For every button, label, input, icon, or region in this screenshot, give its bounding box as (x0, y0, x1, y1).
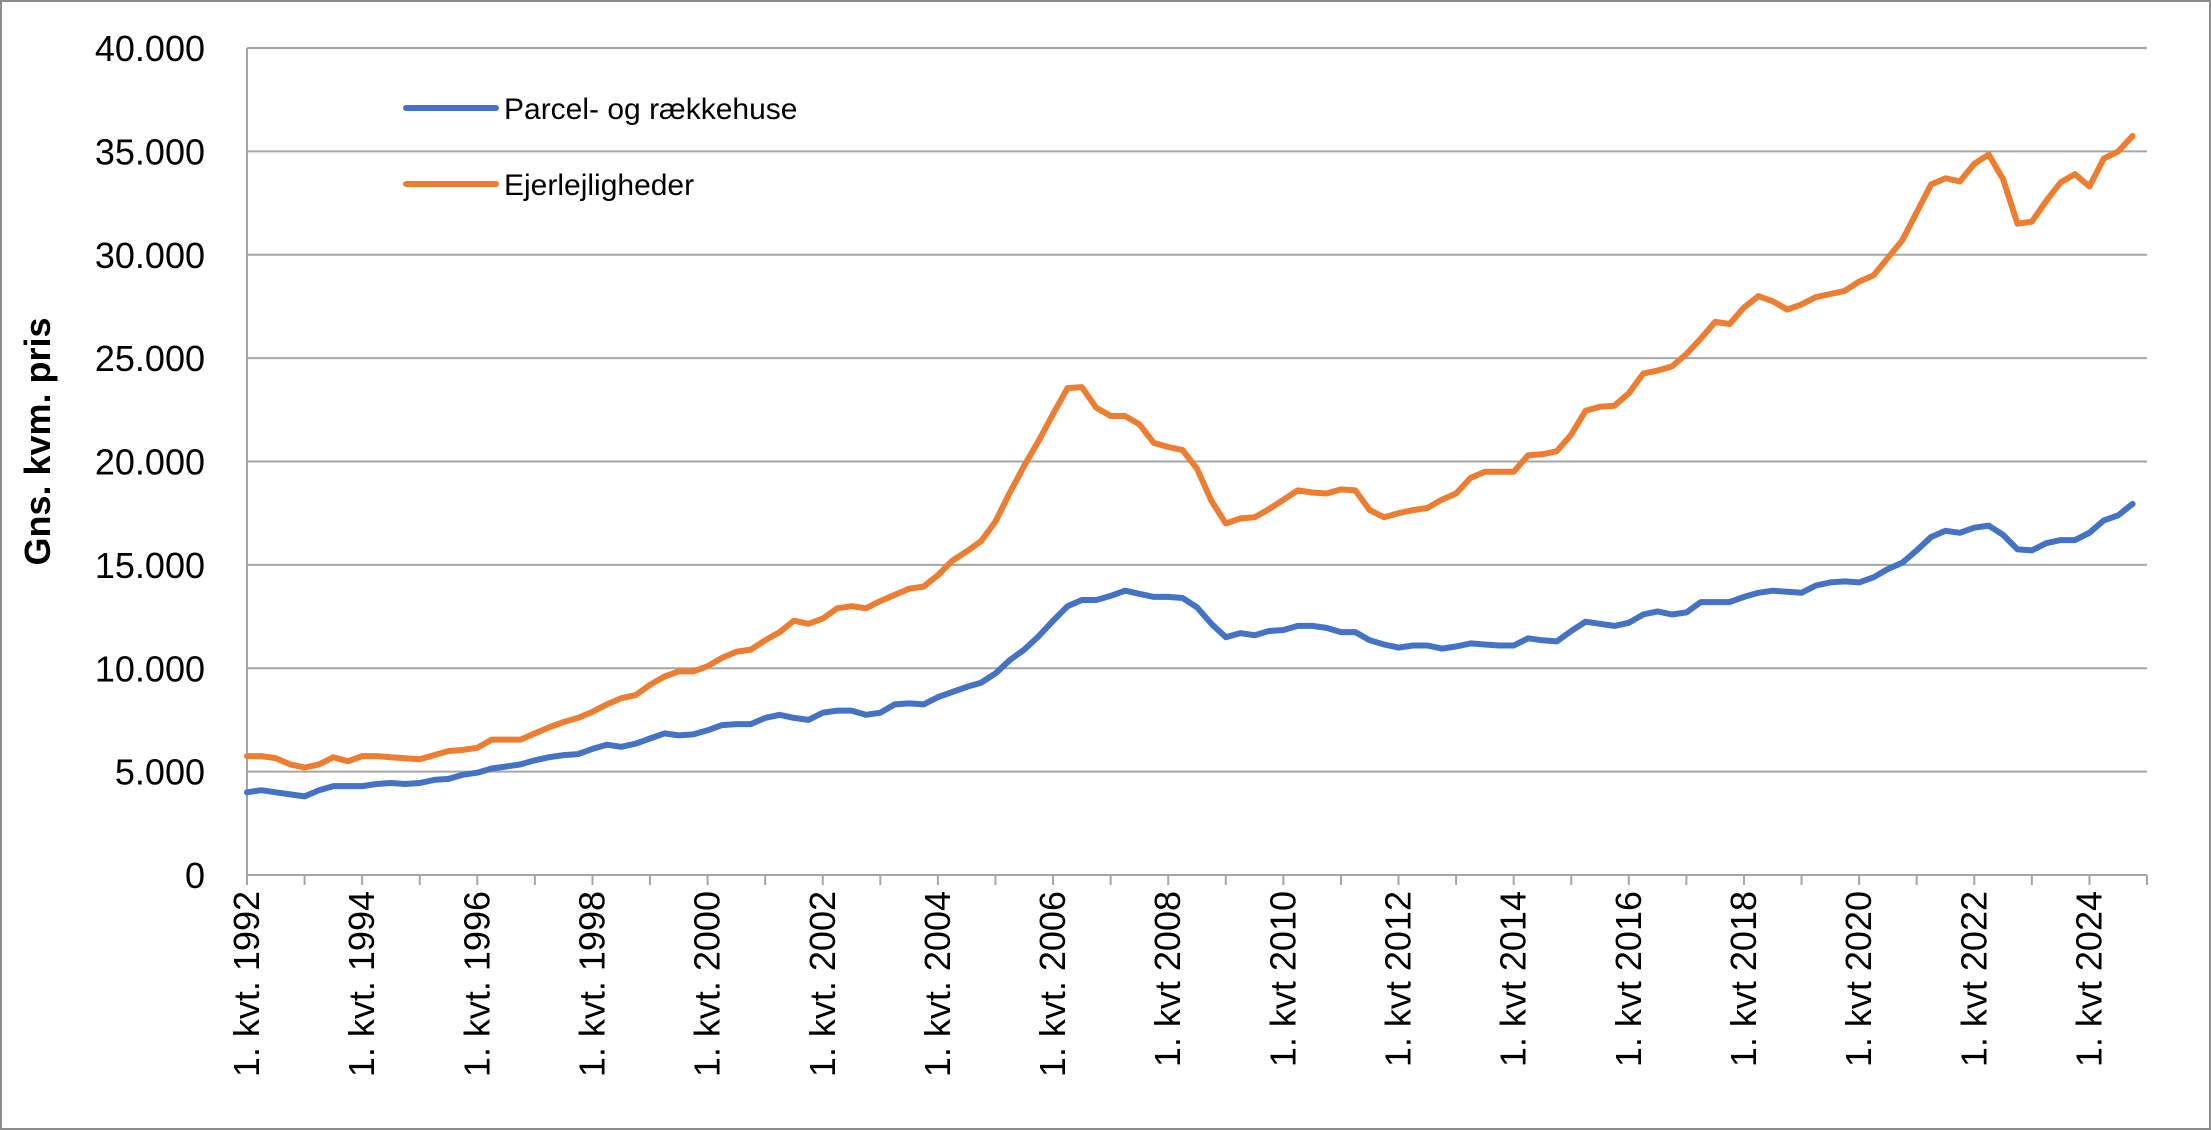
x-tick-label: 1. kvt. 1992 (226, 891, 267, 1077)
y-tick-label: 30.000 (95, 235, 205, 276)
y-tick-label: 5.000 (115, 752, 205, 793)
y-axis-label: Gns. kvm. pris (17, 317, 58, 565)
x-tick-label: 1. kvt. 1998 (571, 891, 612, 1077)
y-tick-label: 15.000 (95, 545, 205, 586)
x-tick-label: 1. kvt 2022 (1953, 891, 1994, 1067)
y-tick-label: 40.000 (95, 28, 205, 69)
x-tick-label: 1. kvt. 1996 (456, 891, 497, 1077)
x-tick-label: 1. kvt 2014 (1493, 891, 1534, 1067)
x-tick-label: 1. kvt 2008 (1147, 891, 1188, 1067)
data-series (244, 132, 2136, 800)
gridlines (247, 47, 2147, 773)
x-tick-label: 1. kvt. 1994 (341, 891, 382, 1077)
legend: Parcel- og rækkehuse Ejerlejligheder (403, 93, 797, 202)
x-tick-label: 1. kvt 2018 (1723, 891, 1764, 1067)
y-tick-label: 20.000 (95, 442, 205, 483)
y-tick-label: 35.000 (95, 131, 205, 172)
x-tick-label: 1. kvt. 2002 (802, 891, 843, 1077)
y-tick-label: 0 (185, 855, 205, 896)
y-tick-label: 10.000 (95, 648, 205, 689)
axes (246, 48, 2148, 885)
x-tick-label: 1. kvt. 2000 (687, 891, 728, 1077)
x-tick-labels: 1. kvt. 1992 1. kvt. 1994 1. kvt. 1996 1. k… (226, 891, 2109, 1077)
x-tick-label: 1. kvt. 2006 (1032, 891, 1073, 1077)
x-tick-label: 1. kvt 2016 (1608, 891, 1649, 1067)
series-line-1 (244, 132, 2136, 771)
x-tick-label: 1. kvt. 2004 (917, 891, 958, 1077)
legend-label: Parcel- og rækkehuse (504, 93, 797, 126)
x-tick-label: 1. kvt 2012 (1378, 891, 1419, 1067)
y-tick-labels: 0 5.000 10.000 15.000 20.000 25.000 30.000 35.0… (95, 28, 205, 896)
x-tick-label: 1. kvt 2020 (1838, 891, 1879, 1067)
legend-label: Ejerlejligheder (504, 169, 694, 202)
x-tick-label: 1. kvt 2010 (1262, 891, 1303, 1067)
x-tick-label: 1. kvt 2024 (2068, 891, 2109, 1067)
y-tick-label: 25.000 (95, 338, 205, 379)
series-line-0 (244, 500, 2136, 800)
